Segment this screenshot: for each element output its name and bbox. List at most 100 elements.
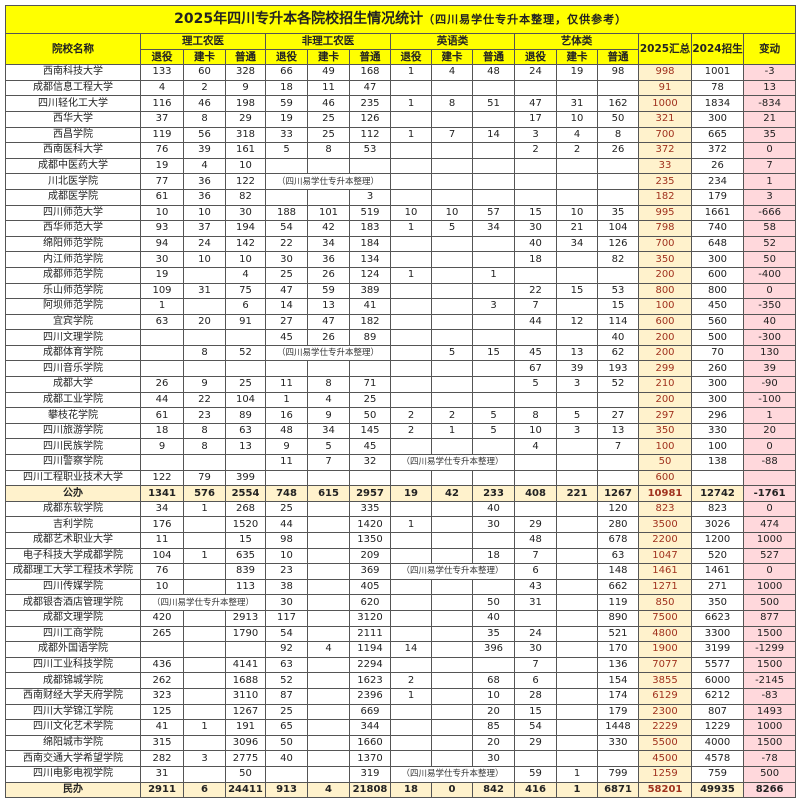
value-cell: 32 xyxy=(349,454,391,471)
value-cell: 8 xyxy=(183,422,226,440)
value-cell xyxy=(265,188,308,206)
value-cell: 148 xyxy=(597,563,639,580)
value-cell: 15 xyxy=(514,703,557,721)
value-cell xyxy=(472,110,515,128)
value-cell xyxy=(183,609,226,627)
change-cell: 1 xyxy=(742,407,797,424)
change-cell: -2145 xyxy=(742,672,797,689)
value-cell: 620 xyxy=(349,594,391,611)
value-cell: 10 xyxy=(514,422,557,440)
value-cell: 142 xyxy=(225,235,266,253)
value-cell: 40 xyxy=(265,750,308,767)
value-cell xyxy=(183,454,226,471)
table-row: 四川师范大学 10 10 30 188 101 519 10 10 57 15 10 35 995 1661… xyxy=(5,204,797,222)
enroll-2024-cell: 330 xyxy=(691,422,744,440)
value-cell xyxy=(431,438,473,456)
value-cell: 669 xyxy=(349,703,391,721)
value-cell: 19 xyxy=(140,266,184,284)
value-cell xyxy=(431,376,473,393)
sum-2025-cell: 1259 xyxy=(638,765,692,783)
table-row: 四川文化艺术学院 41 1 191 65 344 85 54 1448 2229 1229 1000 xyxy=(5,719,797,736)
value-cell: 10 xyxy=(225,251,266,268)
value-cell xyxy=(307,547,350,565)
value-cell: 268 xyxy=(225,500,266,518)
value-cell: 4 xyxy=(307,641,350,658)
value-cell xyxy=(431,282,473,300)
value-cell: 119 xyxy=(597,594,639,611)
value-cell: 47 xyxy=(265,282,308,300)
value-cell xyxy=(472,235,515,253)
school-name: 成都东软学院 xyxy=(5,500,141,518)
value-cell xyxy=(514,173,557,190)
school-name: 绵阳城市学院 xyxy=(5,734,141,752)
value-cell: 15 xyxy=(514,204,557,222)
value-cell: 126 xyxy=(349,110,391,128)
table-row: 成都艺术职业大学 11 15 98 1350 48 678 2200 1200 1000 xyxy=(5,532,797,549)
value-cell xyxy=(431,360,473,378)
value-cell: 4 xyxy=(140,79,184,97)
value-cell xyxy=(556,578,598,596)
enroll-2024-cell: 4000 xyxy=(691,734,744,752)
value-cell: 34 xyxy=(140,500,184,518)
value-cell xyxy=(390,532,432,549)
value-cell: 10 xyxy=(225,157,266,175)
value-cell xyxy=(431,500,473,518)
value-cell: 1 xyxy=(390,220,432,237)
value-cell: 1 xyxy=(140,298,184,315)
subtotal-row: 公办 1341 576 2554 748 615 2957 19 42 233 408 221 1267… xyxy=(5,485,797,502)
value-cell: 2111 xyxy=(349,625,391,643)
value-cell xyxy=(390,173,432,190)
value-cell: 839 xyxy=(225,563,266,580)
enroll-2024-cell: 49935 xyxy=(691,781,744,799)
enroll-2024-cell: 6212 xyxy=(691,687,744,705)
value-cell: 8 xyxy=(307,142,350,159)
change-cell: 0 xyxy=(742,563,797,580)
value-cell: 12 xyxy=(556,313,598,331)
school-name: 四川大学锦江学院 xyxy=(5,703,141,721)
school-name: 四川音乐学院 xyxy=(5,360,141,378)
value-cell: 67 xyxy=(514,360,557,378)
value-cell: 98 xyxy=(597,64,639,81)
value-cell: 10 xyxy=(556,204,598,222)
value-cell: 2 xyxy=(390,422,432,440)
value-cell: 7 xyxy=(307,454,350,471)
table-row: 成都外国语学院 92 4 1194 14 396 30 170 1900 3199 -1299 xyxy=(5,641,797,658)
school-name: 四川警察学院 xyxy=(5,454,141,471)
enroll-2024-cell: 823 xyxy=(691,500,744,518)
value-cell: 399 xyxy=(225,469,266,487)
value-cell xyxy=(431,188,473,206)
value-cell: 15 xyxy=(556,282,598,300)
value-cell xyxy=(183,563,226,580)
value-cell xyxy=(472,79,515,97)
table-row: 成都体育学院 8 52 （四川易学仕专升本整理） 5 15 45 13 62 200 70 130 xyxy=(5,344,797,362)
school-name: 成都文理学院 xyxy=(5,609,141,627)
value-cell: 125 xyxy=(140,703,184,721)
value-cell: 282 xyxy=(140,750,184,767)
value-cell xyxy=(556,157,598,175)
value-cell: 18 xyxy=(390,781,432,799)
value-cell: 1370 xyxy=(349,750,391,767)
value-cell xyxy=(431,79,473,97)
value-cell xyxy=(431,625,473,643)
value-cell: 31 xyxy=(140,765,184,783)
value-cell xyxy=(556,469,598,487)
header-change: 变动 xyxy=(742,32,797,66)
value-cell: 280 xyxy=(597,516,639,533)
enroll-2024-cell: 1229 xyxy=(691,719,744,736)
value-cell: 2554 xyxy=(225,485,266,502)
value-cell: 13 xyxy=(307,298,350,315)
table-row: 四川传媒学院 10 113 38 405 43 662 1271 271 1000 xyxy=(5,578,797,596)
value-cell: 7 xyxy=(431,126,473,144)
value-cell: 13 xyxy=(225,438,266,456)
value-cell: 126 xyxy=(597,235,639,253)
title-text: 2025年四川专升本各院校招生情况统计 xyxy=(174,11,424,27)
value-cell: 50 xyxy=(472,594,515,611)
value-cell: 76 xyxy=(140,563,184,580)
change-cell: -78 xyxy=(742,750,797,767)
sum-2025-cell: 600 xyxy=(638,469,692,487)
sum-2025-cell: 372 xyxy=(638,142,692,159)
value-cell: 33 xyxy=(265,126,308,144)
school-name: 西昌学院 xyxy=(5,126,141,144)
header-subcol: 退役 xyxy=(265,48,308,66)
value-cell: 39 xyxy=(556,360,598,378)
